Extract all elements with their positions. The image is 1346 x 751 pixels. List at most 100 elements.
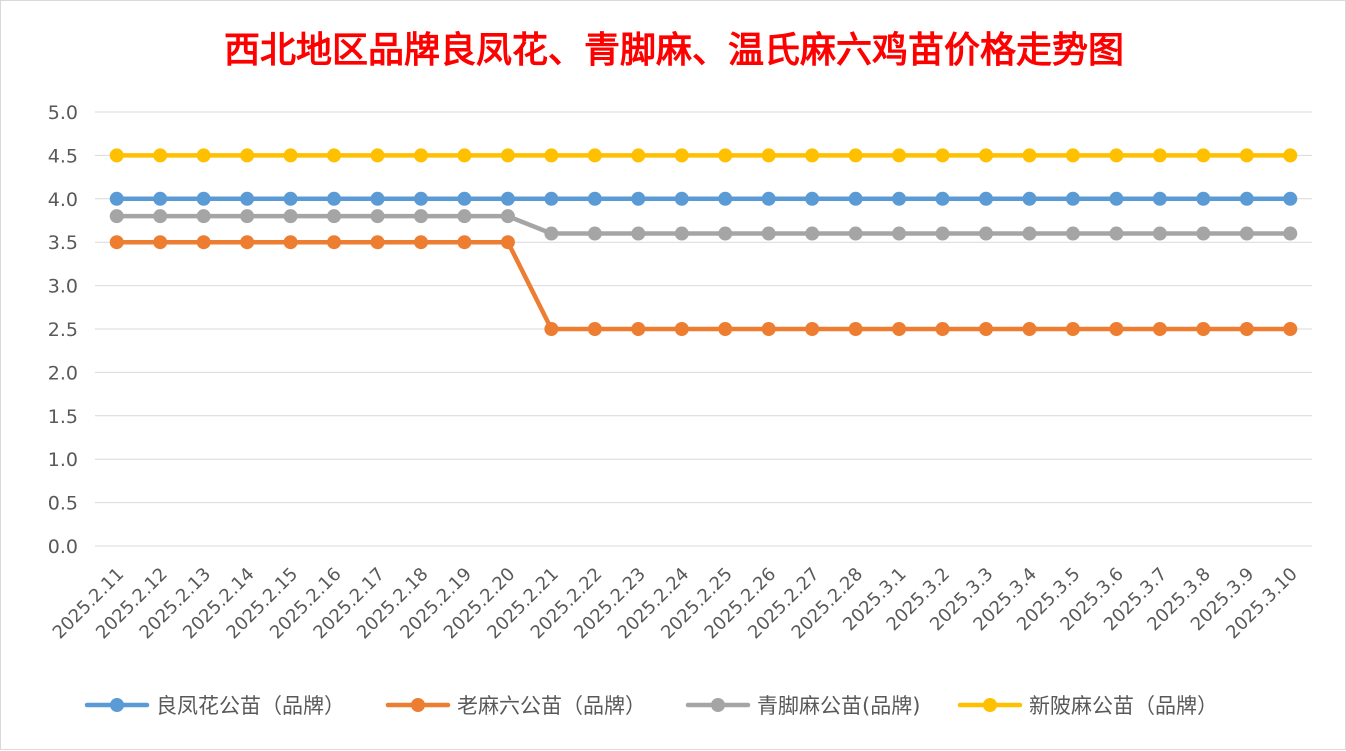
data-point bbox=[979, 191, 994, 206]
data-point bbox=[892, 148, 907, 163]
data-point bbox=[283, 191, 298, 206]
data-point bbox=[109, 191, 124, 206]
data-point bbox=[109, 235, 124, 250]
series-line bbox=[114, 213, 1293, 236]
data-point bbox=[1109, 226, 1124, 241]
y-axis-tick-labels: 0.0 0.5 1.0 1.5 2.0 2.5 3.0 3.5 4.0 4.5 5.0 bbox=[48, 102, 78, 558]
data-point bbox=[892, 191, 907, 206]
data-point bbox=[1239, 148, 1254, 163]
data-point bbox=[1196, 322, 1211, 336]
data-point bbox=[240, 235, 255, 250]
data-point bbox=[935, 322, 950, 336]
series-2 bbox=[109, 235, 1298, 336]
y-tick-label: 1.5 bbox=[48, 406, 78, 428]
data-point bbox=[587, 148, 602, 163]
data-point bbox=[631, 226, 646, 241]
data-point bbox=[153, 235, 168, 250]
legend-label: 老麻六公苗（品牌） bbox=[457, 694, 646, 718]
data-point bbox=[848, 191, 863, 206]
series-3 bbox=[109, 209, 1298, 241]
data-point bbox=[1283, 226, 1298, 241]
data-point bbox=[413, 235, 428, 250]
y-tick-label: 0.0 bbox=[48, 536, 78, 558]
data-point bbox=[370, 235, 385, 250]
data-point bbox=[283, 148, 298, 163]
data-point bbox=[718, 322, 733, 336]
y-tick-label: 4.5 bbox=[48, 145, 78, 167]
y-tick-label: 0.5 bbox=[48, 493, 78, 515]
legend-marker bbox=[711, 698, 725, 712]
y-tick-label: 2.0 bbox=[48, 362, 78, 384]
data-point bbox=[1196, 148, 1211, 163]
data-point bbox=[370, 209, 385, 224]
data-point bbox=[761, 148, 776, 163]
data-point bbox=[935, 148, 950, 163]
data-point bbox=[413, 209, 428, 224]
legend-label: 良凤花公苗（品牌） bbox=[156, 694, 345, 718]
data-point bbox=[1022, 148, 1037, 163]
data-point bbox=[544, 322, 559, 336]
data-point bbox=[805, 322, 820, 336]
y-tick-label: 3.0 bbox=[48, 276, 78, 298]
data-point bbox=[1152, 191, 1167, 206]
legend-item: 青脚麻公苗(品牌) bbox=[685, 694, 920, 718]
data-point bbox=[631, 322, 646, 336]
data-point bbox=[544, 226, 559, 241]
data-point bbox=[500, 209, 515, 224]
data-point bbox=[1239, 322, 1254, 336]
data-point bbox=[1065, 322, 1080, 336]
data-point bbox=[1065, 226, 1080, 241]
data-point bbox=[109, 148, 124, 163]
data-point bbox=[457, 148, 472, 163]
y-tick-label: 2.5 bbox=[48, 319, 78, 341]
series-1 bbox=[109, 191, 1298, 206]
chart-title: 西北地区品牌良凤花、青脚麻、温氏麻六鸡苗价格走势图 bbox=[224, 29, 1124, 71]
data-point bbox=[674, 191, 689, 206]
data-point bbox=[196, 148, 211, 163]
data-point bbox=[370, 148, 385, 163]
data-point bbox=[544, 148, 559, 163]
data-point bbox=[761, 191, 776, 206]
legend-marker bbox=[983, 698, 997, 712]
data-point bbox=[1109, 148, 1124, 163]
series-4 bbox=[109, 148, 1298, 163]
data-point bbox=[1196, 226, 1211, 241]
data-point bbox=[413, 148, 428, 163]
data-point bbox=[979, 226, 994, 241]
data-point bbox=[674, 322, 689, 336]
data-point bbox=[196, 209, 211, 224]
data-point bbox=[500, 191, 515, 206]
data-point bbox=[153, 209, 168, 224]
data-point bbox=[761, 226, 776, 241]
data-point bbox=[631, 148, 646, 163]
data-point bbox=[1239, 191, 1254, 206]
data-point bbox=[413, 191, 428, 206]
legend-marker bbox=[411, 698, 425, 712]
data-point bbox=[1065, 148, 1080, 163]
data-point bbox=[1283, 191, 1298, 206]
data-point bbox=[500, 148, 515, 163]
data-point bbox=[1022, 226, 1037, 241]
data-point bbox=[109, 209, 124, 224]
data-point bbox=[1022, 191, 1037, 206]
data-point bbox=[283, 209, 298, 224]
data-point bbox=[370, 191, 385, 206]
data-point bbox=[1283, 148, 1298, 163]
data-point bbox=[848, 226, 863, 241]
data-point bbox=[674, 226, 689, 241]
data-point bbox=[153, 148, 168, 163]
data-point bbox=[631, 191, 646, 206]
legend-label: 青脚麻公苗(品牌) bbox=[757, 694, 920, 718]
x-axis-tick-labels: 2025.2.112025.2.122025.2.132025.2.142025… bbox=[49, 564, 1302, 644]
data-point bbox=[1065, 191, 1080, 206]
data-point bbox=[327, 191, 342, 206]
data-point bbox=[805, 148, 820, 163]
data-point bbox=[935, 191, 950, 206]
data-point bbox=[805, 191, 820, 206]
data-point bbox=[587, 226, 602, 241]
data-point bbox=[240, 191, 255, 206]
data-point bbox=[587, 322, 602, 336]
data-point bbox=[240, 148, 255, 163]
